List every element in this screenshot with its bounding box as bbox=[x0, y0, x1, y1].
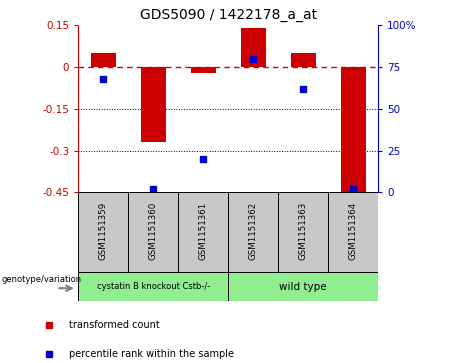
Bar bbox=[228, 272, 378, 301]
Bar bbox=[178, 192, 228, 272]
Text: GSM1151363: GSM1151363 bbox=[299, 201, 307, 260]
Bar bbox=[191, 67, 216, 73]
Bar bbox=[228, 192, 278, 272]
Text: GSM1151364: GSM1151364 bbox=[349, 201, 358, 260]
Bar bbox=[78, 192, 128, 272]
Text: percentile rank within the sample: percentile rank within the sample bbox=[69, 349, 234, 359]
Text: transformed count: transformed count bbox=[69, 320, 160, 330]
Bar bbox=[278, 192, 328, 272]
Bar bbox=[141, 67, 166, 142]
Bar bbox=[78, 272, 228, 301]
Text: GSM1151362: GSM1151362 bbox=[248, 201, 258, 260]
Bar bbox=[328, 192, 378, 272]
Text: GSM1151360: GSM1151360 bbox=[149, 201, 158, 260]
Bar bbox=[91, 53, 116, 67]
Bar bbox=[128, 192, 178, 272]
Text: wild type: wild type bbox=[279, 282, 327, 292]
Text: GSM1151361: GSM1151361 bbox=[199, 201, 208, 260]
Text: GSM1151359: GSM1151359 bbox=[99, 202, 108, 260]
Bar bbox=[341, 67, 366, 195]
Text: genotype/variation: genotype/variation bbox=[1, 275, 82, 284]
Title: GDS5090 / 1422178_a_at: GDS5090 / 1422178_a_at bbox=[140, 8, 317, 22]
Text: cystatin B knockout Cstb-/-: cystatin B knockout Cstb-/- bbox=[97, 282, 210, 291]
Bar bbox=[290, 53, 316, 67]
Bar bbox=[241, 28, 266, 67]
